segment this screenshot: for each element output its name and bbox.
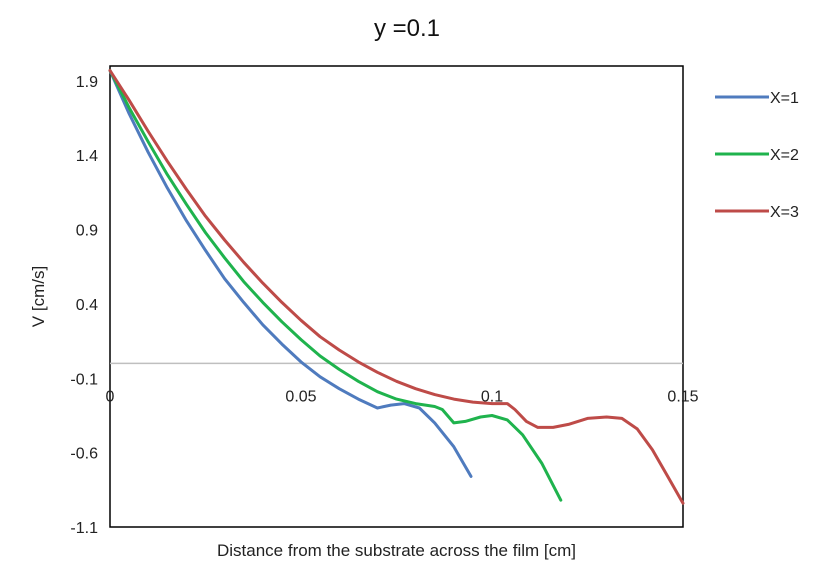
y-axis-ticks: 1.9 1.4 0.9 0.4 -0.1 -0.6 -1.1	[70, 74, 98, 537]
chart-title: y =0.1	[374, 15, 440, 42]
series-line	[108, 69, 685, 505]
legend-label: X=3	[770, 204, 799, 221]
y-axis-title: V [cm/s]	[29, 266, 48, 327]
legend-label: X=1	[770, 90, 799, 107]
series-line	[108, 69, 563, 502]
legend: X=1 X=2 X=3	[715, 90, 799, 221]
series-line	[108, 69, 473, 478]
x-tick-label: 0.1	[481, 388, 503, 405]
y-tick-label: -0.1	[70, 371, 98, 388]
x-tick-label: 0	[106, 388, 115, 405]
y-tick-label: -0.6	[70, 446, 98, 463]
series-lines	[108, 69, 685, 505]
y-tick-label: -1.1	[70, 520, 98, 537]
legend-label: X=2	[770, 147, 799, 164]
x-tick-label: 0.05	[285, 388, 316, 405]
x-axis-ticks: 0 0.05 0.1 0.15	[106, 388, 699, 405]
y-tick-label: 0.4	[76, 297, 98, 314]
plot-area	[109, 65, 684, 528]
x-axis-title: Distance from the substrate across the f…	[217, 541, 576, 560]
y-tick-label: 1.4	[76, 148, 98, 165]
y-tick-label: 1.9	[76, 74, 98, 91]
x-tick-label: 0.15	[667, 388, 698, 405]
y-tick-label: 0.9	[76, 223, 98, 240]
